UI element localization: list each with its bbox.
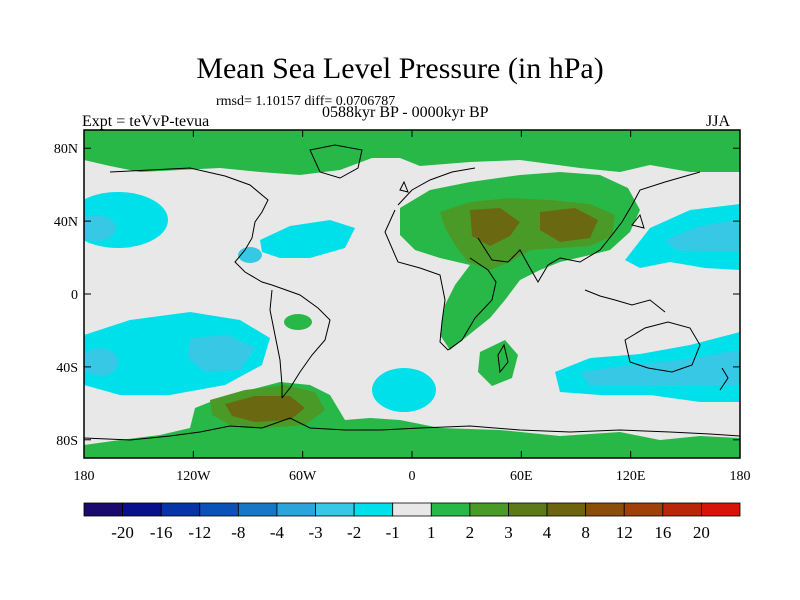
colorbar: -20 -16 -12 -8 -4 -3 -2 -1 1 2 3 4 8 12 16 20 bbox=[83, 502, 741, 542]
coast-japan bbox=[631, 213, 645, 229]
longitude-axis: 180 120W 60W 0 60E 120E 180 bbox=[74, 130, 751, 484]
colorbar-label: -16 bbox=[150, 523, 173, 542]
map-field bbox=[84, 130, 740, 458]
coast-greenland bbox=[309, 144, 363, 179]
south-atlantic-negative bbox=[372, 368, 436, 412]
madagascar-positive-region bbox=[478, 340, 518, 386]
colorbar-label: -2 bbox=[347, 523, 361, 542]
colorbar-label: -4 bbox=[270, 523, 285, 542]
south-pacific-negative bbox=[84, 312, 270, 395]
south-pacific-negative-core bbox=[188, 335, 255, 372]
coast-east-asia bbox=[559, 171, 701, 263]
lon-tick-label: 60W bbox=[289, 469, 317, 484]
lon-tick-label: 0 bbox=[409, 469, 416, 484]
colorbar-label: -3 bbox=[308, 523, 322, 542]
north-pacific-west-negative-core bbox=[84, 215, 116, 241]
lat-tick-label: 80N bbox=[54, 142, 78, 157]
colorbar-swatch bbox=[430, 502, 471, 517]
coast-southeast-asia bbox=[584, 289, 666, 313]
south-pacific-west-negative-core bbox=[84, 348, 118, 376]
colorbar-swatch bbox=[83, 502, 123, 517]
coast-madagascar bbox=[497, 343, 509, 374]
lon-tick-label: 180 bbox=[730, 469, 751, 484]
coast-south-america bbox=[271, 284, 331, 399]
colorbar-swatch bbox=[701, 502, 741, 517]
lon-tick-label: 60E bbox=[510, 469, 533, 484]
colorbar-label: -1 bbox=[386, 523, 400, 542]
colorbar-swatch bbox=[623, 502, 664, 517]
coast-north-america bbox=[109, 167, 273, 286]
lon-tick-label: 180 bbox=[74, 469, 95, 484]
colorbar-label: -20 bbox=[111, 523, 134, 542]
lat-tick-label: 80S bbox=[56, 434, 78, 449]
caribbean-negative bbox=[238, 247, 262, 263]
colorbar-swatch bbox=[122, 502, 162, 517]
coast-europe bbox=[397, 167, 476, 206]
colorbar-label: -8 bbox=[231, 523, 245, 542]
asia-positive-peak bbox=[470, 208, 520, 246]
colorbar-swatch bbox=[353, 502, 394, 517]
colorbar-label: 8 bbox=[581, 523, 590, 542]
tibet-positive-peak bbox=[540, 208, 598, 242]
colorbar-label: -12 bbox=[188, 523, 211, 542]
arctic-positive-region bbox=[84, 130, 740, 175]
north-pacific-east-negative-core bbox=[665, 220, 740, 252]
colorbar-swatch bbox=[546, 502, 587, 517]
colorbar-swatch bbox=[469, 502, 509, 517]
lat-tick-label: 0 bbox=[71, 288, 78, 303]
north-pacific-west-negative bbox=[84, 192, 168, 248]
coast-british-isles bbox=[399, 180, 409, 193]
lon-tick-label: 120E bbox=[616, 469, 646, 484]
colorbar-swatch bbox=[508, 502, 548, 517]
coast-antarctica bbox=[84, 417, 740, 441]
season-label: JJA bbox=[706, 113, 731, 130]
coast-africa bbox=[384, 209, 497, 351]
tasman-negative-core bbox=[580, 350, 740, 386]
drake-positive-peak bbox=[225, 396, 305, 422]
colorbar-swatch bbox=[237, 502, 278, 517]
colorbar-swatch bbox=[199, 502, 239, 517]
colorbar-swatch bbox=[585, 502, 625, 517]
lat-tick-label: 40N bbox=[54, 215, 78, 230]
colorbar-label: 1 bbox=[427, 523, 436, 542]
coast-arabia-india bbox=[477, 237, 561, 283]
colorbar-swatch bbox=[662, 502, 702, 517]
period-label: 0588kyr BP - 0000kyr BP bbox=[322, 104, 489, 121]
colorbar-swatch bbox=[276, 502, 316, 517]
map-title: Mean Sea Level Pressure (in hPa) bbox=[196, 52, 604, 85]
coast-south-america-west bbox=[269, 289, 283, 398]
colorbar-label: 2 bbox=[466, 523, 475, 542]
experiment-label: Expt = teVvP-tevua bbox=[82, 113, 210, 130]
stats-text: rmsd= 1.10157 diff= 0.0706787 bbox=[216, 94, 396, 109]
colorbar-swatch bbox=[160, 502, 201, 517]
colorbar-label: 12 bbox=[616, 523, 633, 542]
north-atlantic-negative bbox=[260, 220, 355, 258]
coast-new-zealand bbox=[719, 367, 729, 391]
lat-tick-label: 40S bbox=[56, 361, 78, 376]
coastlines bbox=[84, 144, 740, 441]
colorbar-label: 4 bbox=[543, 523, 552, 542]
lon-tick-label: 120W bbox=[176, 469, 211, 484]
coast-australia bbox=[624, 321, 701, 373]
south-america-positive-patch bbox=[284, 314, 312, 330]
colorbar-swatch bbox=[315, 502, 355, 517]
latitude-axis: 80N 40N 0 40S 80S bbox=[54, 142, 740, 449]
colorbar-label: 16 bbox=[654, 523, 671, 542]
colorbar-label: 20 bbox=[693, 523, 710, 542]
colorbar-swatch bbox=[392, 502, 432, 517]
colorbar-label: 3 bbox=[504, 523, 513, 542]
